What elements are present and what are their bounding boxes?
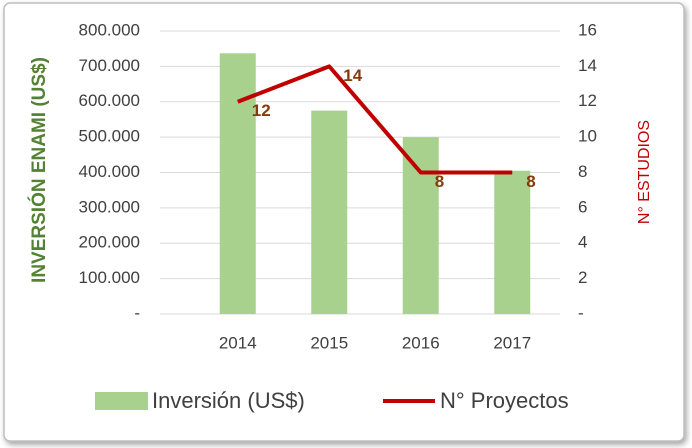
x-tick-label: 2017	[493, 333, 531, 352]
y2-tick-label: 6	[578, 197, 587, 216]
y-tick-label: 400.000	[79, 162, 140, 181]
y-tick-label: 200.000	[79, 233, 140, 252]
y-tick-label: 800.000	[79, 20, 140, 39]
y2-tick-label: 8	[578, 162, 587, 181]
data-label: 8	[526, 172, 535, 191]
y-tick-label: 600.000	[79, 91, 140, 110]
legend-swatch	[95, 392, 148, 410]
y-tick-label: -	[134, 303, 140, 322]
data-label: 14	[343, 66, 362, 85]
y2-tick-label: 10	[578, 127, 597, 146]
line	[237, 64, 513, 175]
y2-tick-label: 2	[578, 268, 587, 287]
y-tick-label: 100.000	[79, 268, 140, 287]
legend-label: Inversión (US$)	[152, 388, 305, 413]
y-axis-label: INVERSIÓN ENAMI (US$)	[28, 57, 50, 283]
bar	[402, 137, 439, 314]
y2-tick-label: 16	[578, 20, 597, 39]
x-tick-label: 2015	[310, 333, 348, 352]
y2-tick-label: 12	[578, 91, 597, 110]
data-label: 12	[252, 101, 271, 120]
y-tick-label: 700.000	[79, 56, 140, 75]
y2-tick-label: 14	[578, 56, 597, 75]
legend-label: N° Proyectos	[440, 388, 569, 413]
bar	[494, 170, 531, 314]
x-tick-label: 2016	[402, 333, 440, 352]
y-tick-label: 500.000	[79, 127, 140, 146]
y2-tick-label: 4	[578, 233, 587, 252]
y2-axis-label: N° ESTUDIOS	[636, 120, 653, 224]
x-tick-label: 2014	[219, 333, 257, 352]
bar	[219, 53, 256, 314]
bar	[311, 110, 348, 314]
y2-tick-label: -	[578, 303, 584, 322]
y-tick-label: 300.000	[79, 197, 140, 216]
data-label: 8	[435, 172, 444, 191]
